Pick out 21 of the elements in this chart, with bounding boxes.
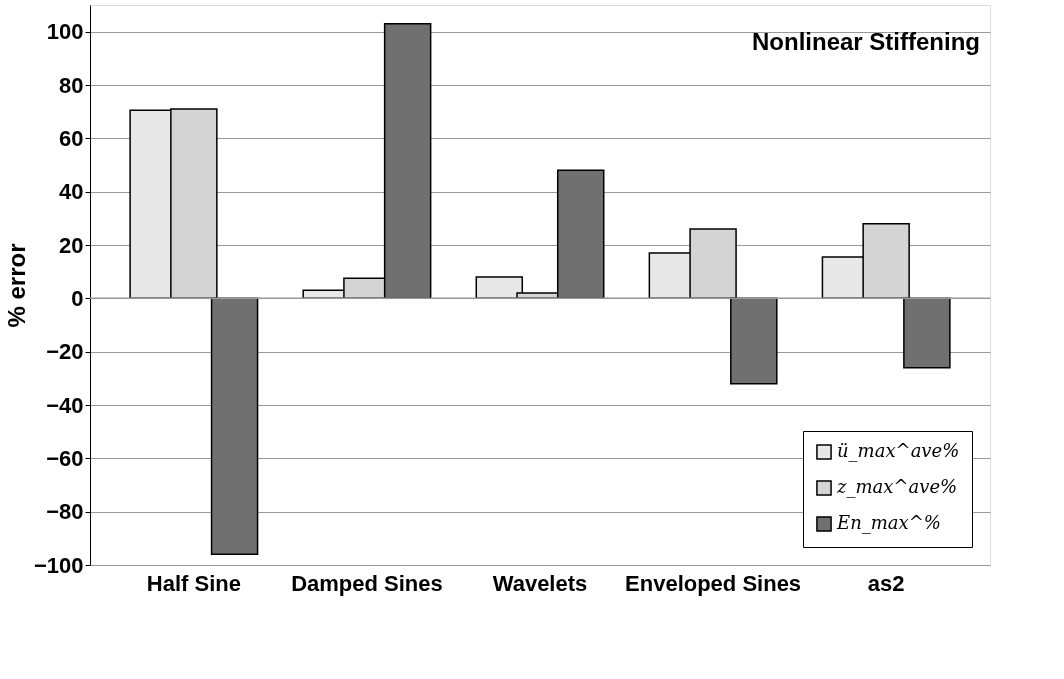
y-tick-label: 20	[59, 232, 84, 258]
x-tick-label: Enveloped Sines	[625, 570, 802, 596]
legend-label: En_max^%	[836, 512, 941, 534]
x-tick-label: Damped Sines	[291, 570, 443, 596]
text: Nonlinear Stiffening	[752, 28, 980, 55]
y-tick-label: −20	[46, 339, 84, 365]
y-tick-label: 0	[71, 285, 84, 311]
y-tick-label: −60	[46, 445, 84, 471]
y-tick-label: 100	[46, 19, 84, 45]
y-tick-label: 40	[59, 179, 84, 205]
y-tick-label: −80	[46, 499, 84, 525]
x-tick-label: as2	[867, 570, 905, 596]
legend-label: ü_max^ave%	[837, 440, 960, 462]
y-tick-label: 60	[59, 125, 84, 151]
x-tick-label: Wavelets	[492, 570, 588, 596]
legend-label: z_max^ave%	[836, 476, 958, 498]
y-tick-label: −100	[33, 552, 84, 578]
y-tick-label: 80	[59, 72, 84, 98]
y-tick-label: −40	[46, 392, 84, 418]
x-tick-label: Half Sine	[146, 570, 241, 596]
y-axis-title: % error	[2, 243, 30, 328]
